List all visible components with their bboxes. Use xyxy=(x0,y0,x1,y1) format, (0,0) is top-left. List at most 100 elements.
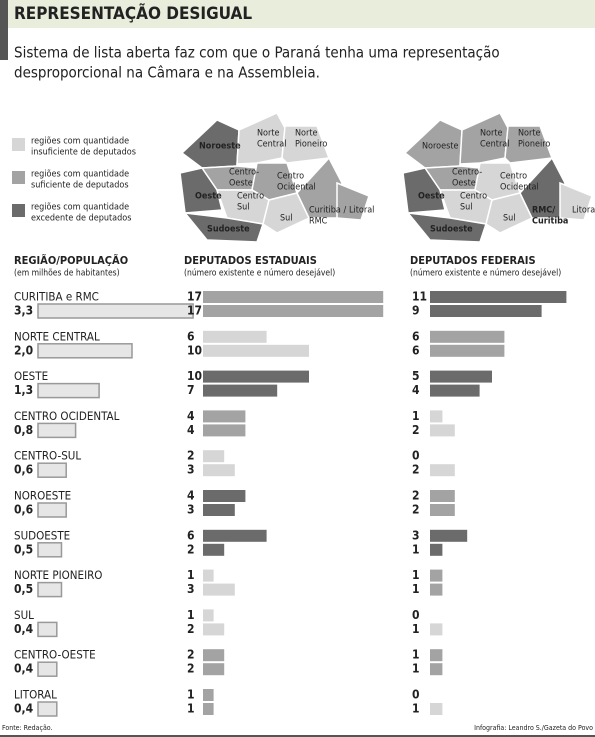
value-label: 0 xyxy=(412,688,420,702)
map-label: Oeste xyxy=(229,179,253,189)
map-region xyxy=(406,212,487,243)
bar xyxy=(203,569,214,582)
value-label: 2 xyxy=(412,463,420,477)
value-label: 5 xyxy=(412,369,420,383)
legend-swatch xyxy=(12,138,25,151)
map-region xyxy=(236,112,286,165)
bar xyxy=(203,330,267,343)
value-label: 9 xyxy=(412,304,420,318)
bar xyxy=(430,464,455,477)
map-label: Centro xyxy=(237,192,264,202)
region-name: CENTRO OCIDENTAL xyxy=(14,409,120,423)
population-bar xyxy=(37,542,63,558)
bar xyxy=(430,384,480,397)
map: NoroesteNorteCentralNortePioneiroCentro-… xyxy=(402,112,595,243)
value-label: 2 xyxy=(187,542,195,556)
value-label: 1 xyxy=(412,409,420,423)
value-label: 2 xyxy=(412,489,420,503)
bar xyxy=(203,703,214,715)
value-label: 2 xyxy=(187,449,195,463)
map-label: Curitiba xyxy=(532,217,568,227)
bar xyxy=(430,410,443,423)
bar xyxy=(203,344,309,357)
population-bar xyxy=(37,382,100,399)
population-label: 0,4 xyxy=(14,662,34,676)
map-label: RMC xyxy=(309,217,328,227)
bar xyxy=(203,384,278,397)
bar xyxy=(203,291,384,303)
value-label: 1 xyxy=(412,568,420,582)
value-label: 6 xyxy=(187,528,195,542)
bar xyxy=(203,583,235,596)
legend-label: insuficiente de deputados xyxy=(31,148,136,158)
legend-label: regiões com quantidade xyxy=(31,170,129,180)
bar xyxy=(203,424,246,437)
bar xyxy=(203,543,225,556)
value-label: 2 xyxy=(412,503,420,517)
map-label: RMC/ xyxy=(532,206,555,216)
bar xyxy=(203,689,214,701)
bar xyxy=(203,649,225,662)
value-label: 2 xyxy=(187,648,195,662)
bar xyxy=(430,703,443,715)
bar xyxy=(430,583,443,596)
bar xyxy=(430,663,443,676)
population-label: 1,3 xyxy=(14,383,33,397)
bar xyxy=(430,543,443,556)
bar xyxy=(203,464,235,477)
map-label: Norte xyxy=(257,129,280,139)
bar xyxy=(203,305,384,317)
map-label: Central xyxy=(480,140,509,150)
legend-label: excedente de deputados xyxy=(31,214,131,224)
value-label: 2 xyxy=(187,622,195,636)
value-label: 7 xyxy=(187,383,195,397)
column-title: REGIÃO/POPULAÇÃO xyxy=(14,254,128,267)
population-bar xyxy=(37,621,58,638)
value-label: 17 xyxy=(187,290,202,304)
value-label: 17 xyxy=(187,304,202,318)
map-label: Pioneiro xyxy=(295,140,327,150)
population-bar xyxy=(37,303,194,319)
bar xyxy=(430,649,443,662)
map-region xyxy=(504,125,554,164)
bar xyxy=(430,370,492,383)
value-label: 4 xyxy=(187,489,195,503)
legend-swatch xyxy=(12,171,25,184)
column-title: DEPUTADOS ESTADUAIS xyxy=(184,254,317,267)
map-label: Oeste xyxy=(418,192,445,202)
map-label: Litoral xyxy=(572,206,595,216)
map-label: Centro xyxy=(460,192,487,202)
bar xyxy=(203,529,267,542)
credit: Infografia: Leandro S./Gazeta do Povo xyxy=(474,724,593,732)
map-label: Sul xyxy=(503,214,516,224)
map-label: Norte xyxy=(480,129,503,139)
map-label: Oeste xyxy=(195,192,222,202)
value-label: 1 xyxy=(412,582,420,596)
subtitle: Sistema de lista aberta faz com que o Pa… xyxy=(14,44,500,62)
population-label: 0,5 xyxy=(14,582,33,596)
value-label: 1 xyxy=(187,568,195,582)
column-note: (número existente e número desejável) xyxy=(184,269,335,279)
map-label: Pioneiro xyxy=(518,140,550,150)
map-label: Noroeste xyxy=(199,142,241,152)
bar xyxy=(430,623,443,636)
bar xyxy=(430,529,468,542)
map-label: Sudoeste xyxy=(430,225,473,235)
map-label: Sul xyxy=(460,203,473,213)
value-label: 11 xyxy=(412,290,427,304)
value-label: 1 xyxy=(412,542,420,556)
value-label: 1 xyxy=(187,688,195,702)
population-bar xyxy=(37,581,63,598)
population-bar xyxy=(37,343,133,359)
region-name: OESTE xyxy=(14,369,48,383)
map-region xyxy=(485,192,534,234)
title: REPRESENTAÇÃO DESIGUAL xyxy=(14,1,252,24)
subtitle: desproporcional na Câmara e na Assemblei… xyxy=(14,64,320,82)
bar xyxy=(430,569,443,582)
value-label: 4 xyxy=(412,383,420,397)
region-name: SUL xyxy=(14,608,34,622)
bar xyxy=(430,504,455,516)
bar xyxy=(430,291,567,303)
map-label: Curitiba / xyxy=(309,206,346,216)
